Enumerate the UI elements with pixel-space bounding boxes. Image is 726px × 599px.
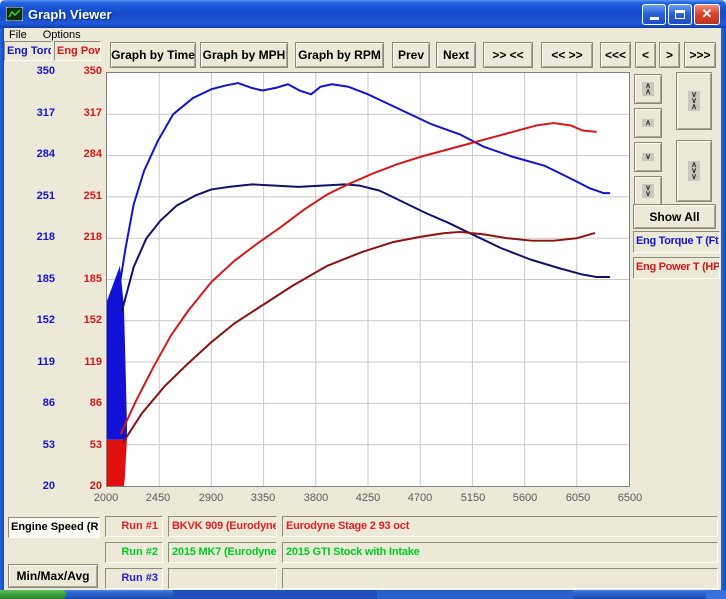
rpm-tick-2900: 2900 [198, 492, 224, 504]
taskbar[interactable] [0, 590, 726, 599]
show-all-button[interactable]: Show All [633, 204, 716, 229]
window-border-left [0, 28, 4, 590]
power-axis-header: Eng Power [54, 41, 101, 61]
power-tick-86: 86 [89, 397, 102, 409]
run-file-3[interactable] [168, 568, 277, 589]
run-file-1[interactable]: BKVK 909 (Eurodyne, E [168, 516, 277, 537]
torque-tick-284: 284 [36, 148, 55, 160]
toolbar-button-btn[interactable]: > [659, 42, 680, 68]
zoom-spinner-2[interactable]: ∧ ∨ ∨ [676, 140, 712, 202]
torque-tick-53: 53 [42, 439, 55, 451]
toolbar-button-btn[interactable]: <<< [600, 42, 631, 68]
menu-file[interactable]: File [9, 29, 27, 41]
run-file-2[interactable]: 2015 MK7 (Eurodyne, E [168, 542, 277, 563]
rpm-tick-3350: 3350 [250, 492, 276, 504]
zoom-spinner-1[interactable]: ∨ ∨ ∧ [676, 72, 712, 130]
legend-torque-label: Eng Torque T (Ft-Lbs) [636, 235, 719, 247]
minimize-button[interactable] [642, 3, 666, 25]
toolbar-button-btn[interactable]: < [635, 42, 656, 68]
torque-tick-218: 218 [36, 231, 55, 243]
maximize-button[interactable] [668, 3, 692, 25]
toolbar-button-graph-by-rpm[interactable]: Graph by RPM [295, 42, 384, 68]
menu-options[interactable]: Options [42, 29, 81, 41]
dyno-chart [107, 73, 629, 486]
series-run-2-eng-power-hp [122, 230, 596, 444]
toolbar-button-next[interactable]: Next [436, 42, 476, 68]
toolbar-button-graph-by-mph[interactable]: Graph by MPH [200, 42, 288, 68]
torque-tick-119: 119 [37, 356, 55, 368]
chart-plot-area [106, 72, 630, 487]
power-tick-53: 53 [89, 439, 102, 451]
run-comment-3[interactable] [282, 568, 718, 589]
x-axis-title-box: Engine Speed (RPM) [8, 517, 100, 538]
power-axis-label: Eng Power [57, 45, 100, 57]
menu-bar: File Options [4, 28, 721, 42]
power-tick-218: 218 [83, 231, 102, 243]
legend-torque[interactable]: Eng Torque T (Ft-Lbs) [633, 231, 720, 253]
power-tick-20: 20 [89, 480, 102, 492]
window-title: Graph Viewer [28, 6, 112, 22]
power-tick-119: 119 [84, 356, 102, 368]
rpm-tick-2450: 2450 [145, 492, 171, 504]
rpm-tick-4700: 4700 [407, 492, 433, 504]
min-max-avg-button[interactable]: Min/Max/Avg [8, 564, 98, 588]
x-axis-title: Engine Speed (RPM) [11, 521, 99, 533]
launch-spike-power [107, 439, 127, 486]
torque-tick-20: 20 [42, 480, 55, 492]
series-run-2-eng-torque-ft-lbs [121, 183, 611, 312]
rpm-tick-3800: 3800 [303, 492, 329, 504]
torque-tick-152: 152 [36, 314, 55, 326]
power-tick-251: 251 [83, 190, 102, 202]
legend-power[interactable]: Eng Power T (HP) [633, 257, 720, 279]
torque-tick-185: 185 [36, 273, 55, 285]
torque-axis-label: Eng Torque [7, 45, 51, 57]
rpm-tick-6500: 6500 [617, 492, 643, 504]
title-bar[interactable]: Graph Viewer ✕ [0, 0, 726, 28]
toolbar-button-btn[interactable]: >> << [483, 42, 533, 68]
y-scale-spinner-2[interactable]: ∧ [634, 108, 662, 138]
taskbar-item-1[interactable] [173, 590, 377, 599]
legend-power-label: Eng Power T (HP) [636, 261, 720, 273]
torque-tick-317: 317 [36, 107, 55, 119]
power-tick-350: 350 [83, 65, 102, 77]
run-comment-2[interactable]: 2015 GTI Stock with Intake [282, 542, 718, 563]
y-scale-spinner-1[interactable]: ∧ ∧ [634, 74, 662, 104]
series-run-1-eng-power-hp [119, 122, 597, 435]
window-border-right [721, 28, 726, 590]
toolbar-button-btn[interactable]: >>> [684, 42, 716, 68]
app-icon [5, 6, 24, 22]
start-button[interactable] [0, 590, 66, 599]
series-run-1-eng-torque-ft-lbs [117, 82, 611, 294]
rpm-tick-5150: 5150 [460, 492, 486, 504]
toolbar-button-btn[interactable]: << >> [541, 42, 593, 68]
run-label-3: Run #3 [105, 568, 163, 589]
close-button[interactable]: ✕ [694, 3, 720, 25]
torque-tick-251: 251 [36, 190, 55, 202]
y-scale-spinner-4[interactable]: ∨ ∨ [634, 176, 662, 206]
rpm-tick-2000: 2000 [93, 492, 119, 504]
torque-tick-86: 86 [42, 397, 55, 409]
rpm-tick-6050: 6050 [565, 492, 591, 504]
toolbar-button-prev[interactable]: Prev [392, 42, 430, 68]
taskbar-item-3[interactable] [706, 590, 726, 599]
torque-axis-header: Eng Torque [4, 41, 52, 61]
y-scale-spinner-3[interactable]: ∨ [634, 142, 662, 172]
power-tick-317: 317 [83, 107, 102, 119]
toolbar-button-graph-by-time[interactable]: Graph by Time [110, 42, 196, 68]
run-comment-1[interactable]: Eurodyne Stage 2 93 oct [282, 516, 718, 537]
torque-tick-350: 350 [36, 65, 55, 77]
rpm-tick-4250: 4250 [355, 492, 381, 504]
power-tick-152: 152 [83, 314, 102, 326]
launch-spike-torque [107, 265, 127, 440]
rpm-tick-5600: 5600 [512, 492, 538, 504]
run-label-2: Run #2 [105, 542, 163, 563]
power-tick-185: 185 [83, 273, 102, 285]
power-tick-284: 284 [83, 148, 102, 160]
run-label-1: Run #1 [105, 516, 163, 537]
taskbar-item-2[interactable] [377, 590, 573, 599]
